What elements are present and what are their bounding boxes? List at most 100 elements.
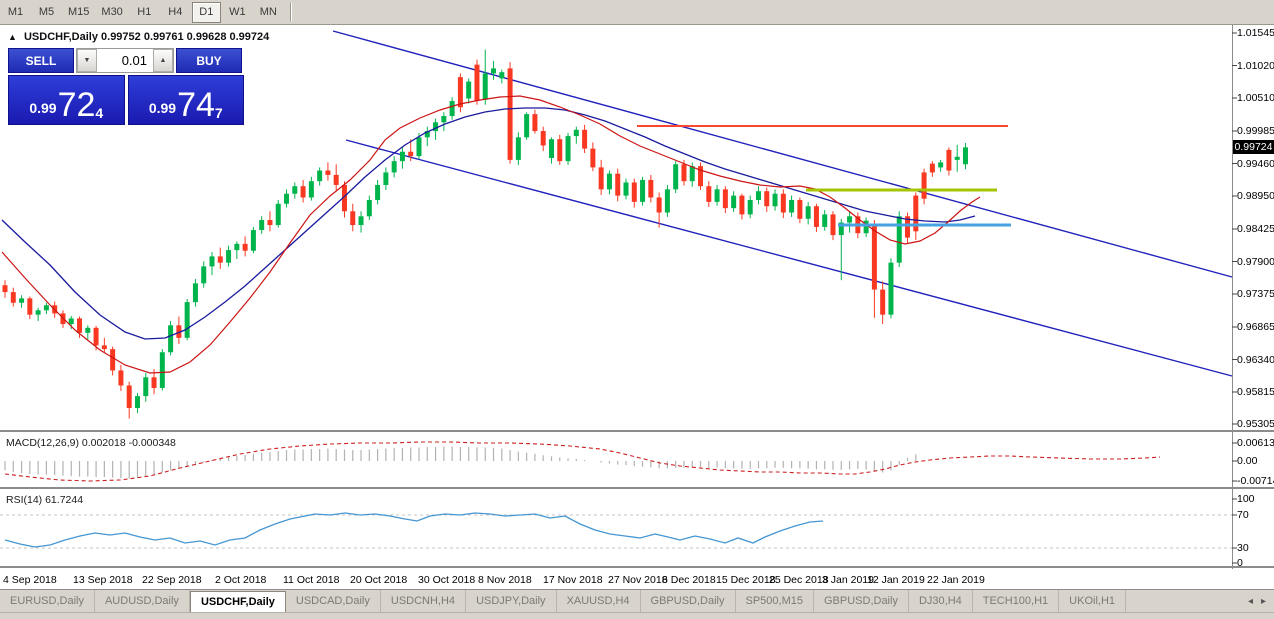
- tab-scroll-right-icon[interactable]: ▸: [1260, 595, 1266, 607]
- buy-button[interactable]: BUY: [176, 48, 242, 73]
- rsi-indicator-pane[interactable]: [0, 491, 1274, 568]
- candle-body: [317, 170, 323, 182]
- buy-price-main: 74: [177, 86, 215, 124]
- candle-body: [938, 162, 944, 168]
- candle-body: [615, 173, 621, 196]
- symbol-collapse-icon[interactable]: ▲: [8, 32, 17, 42]
- chart-tab-bar: EURUSD,Daily AUDUSD,Daily USDCHF,Daily USDC…: [0, 590, 1274, 613]
- price-tick-label: 0.97375: [1237, 288, 1274, 300]
- candle-body: [640, 179, 646, 202]
- candle-body: [491, 68, 497, 74]
- date-tick-label: 20 Oct 2018: [350, 574, 408, 586]
- date-tick-label: 27 Nov 2018: [608, 574, 668, 586]
- date-tick-label: 30 Oct 2018: [418, 574, 476, 586]
- sell-button[interactable]: SELL: [8, 48, 74, 73]
- candle-body: [308, 181, 314, 198]
- chart-tab-sp500-m15[interactable]: SP500,M15: [736, 590, 814, 612]
- candle-body: [847, 216, 853, 223]
- chart-tab-tech100-h1[interactable]: TECH100,H1: [973, 590, 1060, 612]
- price-tick-label: 1.00510: [1237, 92, 1274, 104]
- candle-body: [929, 163, 935, 173]
- timeframe-button-d1[interactable]: D1: [191, 1, 221, 23]
- timeframe-button-h1[interactable]: H1: [137, 6, 152, 18]
- date-tick-label: 12 Jan 2019: [867, 574, 925, 586]
- candle-body: [871, 225, 877, 290]
- candle-body: [159, 352, 165, 388]
- candle-body: [184, 302, 190, 338]
- chart-tab-gbpusd-daily[interactable]: GBPUSD,Daily: [814, 590, 909, 612]
- macd-scale-label: -0.007142: [1237, 475, 1274, 487]
- candle-body: [126, 385, 132, 409]
- date-tick-label: 22 Sep 2018: [142, 574, 202, 586]
- timeframe-button-w1[interactable]: W1: [229, 6, 246, 18]
- chart-tab-usdcad-daily[interactable]: USDCAD,Daily: [286, 590, 381, 612]
- rsi-scale-label: 30: [1237, 542, 1249, 554]
- macd-indicator-pane[interactable]: [0, 434, 1274, 489]
- timeframe-button-m5[interactable]: M5: [38, 6, 55, 18]
- candle-body: [234, 243, 240, 251]
- candle-body: [143, 377, 149, 397]
- macd-scale-label: 0.00: [1237, 455, 1258, 467]
- ohlc-close: 0.99724: [229, 31, 270, 43]
- candle-body: [267, 220, 273, 226]
- candle-body: [424, 131, 430, 138]
- trendline-channel-lower: [345, 139, 1233, 377]
- chart-tab-usdjpy-daily[interactable]: USDJPY,Daily: [466, 590, 557, 612]
- candle-body: [275, 203, 281, 226]
- candle-body: [648, 179, 654, 198]
- price-tick-label: 0.96340: [1237, 353, 1274, 366]
- date-axis[interactable]: 4 Sep 2018 13 Sep 2018 22 Sep 2018 2 Oct 20…: [0, 569, 1274, 590]
- lot-size-input[interactable]: 0.01: [97, 49, 153, 72]
- candle-body: [681, 164, 687, 182]
- chart-tab-ukoil-h1[interactable]: UKOil,H1: [1059, 590, 1127, 612]
- timeframe-button-h4[interactable]: H4: [168, 6, 183, 18]
- candle-body: [416, 137, 422, 157]
- candle-body: [722, 189, 728, 209]
- chart-tab-xauusd-h4[interactable]: XAUUSD,H4: [557, 590, 641, 612]
- candle-body: [441, 116, 447, 123]
- date-tick-label: 17 Nov 2018: [543, 574, 603, 586]
- ma-slow-line: [1, 107, 976, 340]
- timeframe-button-mn[interactable]: MN: [259, 6, 277, 18]
- candle-body: [77, 318, 83, 333]
- candle-body: [110, 349, 116, 371]
- chart-tab-gbpusd-daily[interactable]: GBPUSD,Daily: [641, 590, 736, 612]
- candle-body: [499, 72, 505, 79]
- candle-body: [201, 266, 207, 284]
- chart-tab-dj30-h4[interactable]: DJ30,H4: [909, 590, 973, 612]
- timeframe-button-m1[interactable]: M1: [7, 6, 24, 18]
- timeframe-button-m30[interactable]: M30: [101, 6, 123, 18]
- candle-body: [350, 211, 356, 226]
- candle-body: [755, 191, 761, 200]
- tab-scroll-left-icon[interactable]: ◂: [1247, 595, 1253, 607]
- rsi-scale-label: 70: [1237, 509, 1249, 521]
- candle-body: [664, 189, 670, 213]
- candle-body: [10, 292, 16, 303]
- timeframe-button-m15[interactable]: M15: [68, 6, 90, 18]
- chart-tab-audusd-daily[interactable]: AUDUSD,Daily: [95, 590, 190, 612]
- sell-price-tile[interactable]: 0.99 72 4: [8, 75, 125, 125]
- date-tick-label: 22 Jan 2019: [927, 574, 985, 586]
- candle-body: [698, 166, 704, 187]
- date-tick-label: 8 Nov 2018: [478, 574, 532, 586]
- candles-group: [2, 49, 968, 419]
- candle-body: [226, 250, 232, 263]
- candle-body: [151, 377, 157, 388]
- chart-tab-usdcnh-h4[interactable]: USDCNH,H4: [381, 590, 467, 612]
- lot-decrease-button[interactable]: ▼: [77, 49, 97, 72]
- candle-body: [176, 325, 182, 338]
- buy-price-tile[interactable]: 0.99 74 7: [127, 75, 244, 125]
- candle-body: [838, 222, 844, 236]
- candle-body: [656, 197, 662, 213]
- one-click-trade-panel: SELL ▼ 0.01 ▲ BUY 0.99 72 4 0.99 74 7: [8, 48, 244, 125]
- candle-body: [85, 327, 91, 333]
- candle-body: [954, 156, 960, 160]
- candle-body: [631, 182, 637, 202]
- chart-tab-usdchf-daily[interactable]: USDCHF,Daily: [189, 591, 286, 612]
- chart-tab-eurusd-daily[interactable]: EURUSD,Daily: [0, 590, 95, 612]
- price-tick-label: 0.98425: [1237, 223, 1274, 235]
- candle-body: [780, 193, 786, 213]
- candle-body: [118, 370, 124, 386]
- lot-increase-button[interactable]: ▲: [153, 49, 173, 72]
